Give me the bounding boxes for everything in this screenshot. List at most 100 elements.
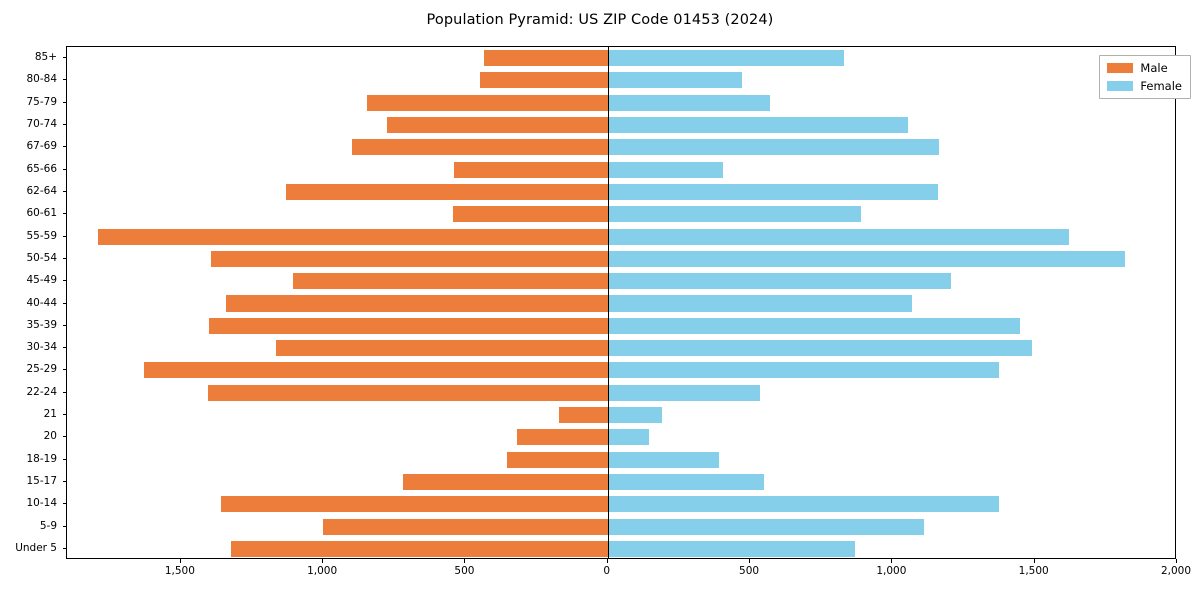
legend-entry-male[interactable]: Male <box>1107 61 1182 75</box>
bar-male-30-34 <box>276 340 608 357</box>
x-tick-mark <box>464 559 466 563</box>
y-tick-mark <box>62 414 66 416</box>
y-tick-label: 18-19 <box>26 452 57 465</box>
y-tick-label: 20 <box>43 430 57 443</box>
x-tick-label: 1,500 <box>1018 565 1049 577</box>
y-tick-label: 67-69 <box>26 140 57 153</box>
y-tick-label: 80-84 <box>26 73 57 86</box>
chart-legend: Male Female <box>1099 55 1191 99</box>
y-tick-label: 22-24 <box>26 385 57 398</box>
y-axis: 85+ 80-84 75-79 70-74 67-69 65-66 62-64 60-61 55… <box>0 46 66 559</box>
bar-row <box>67 406 1175 424</box>
x-tick-mark <box>606 559 608 563</box>
bar-male-45-49 <box>293 273 608 290</box>
bar-row <box>67 362 1175 379</box>
y-tick-mark <box>62 302 66 304</box>
bar-female-60-61 <box>607 206 862 223</box>
bar-row <box>67 295 1175 312</box>
bar-female-62-64 <box>607 183 938 200</box>
x-tick-label: 1,000 <box>876 565 907 577</box>
y-tick-label: 55-59 <box>26 229 57 242</box>
bar-row <box>67 429 1175 446</box>
y-tick-label: 30-34 <box>26 341 57 354</box>
bar-female-70-74 <box>607 117 909 134</box>
bar-row <box>67 384 1175 401</box>
bar-row <box>67 473 1175 490</box>
y-tick-label: 40-44 <box>26 296 57 309</box>
y-tick-mark <box>62 503 66 505</box>
legend-entry-female[interactable]: Female <box>1107 79 1182 93</box>
bar-female-65-66 <box>607 161 724 178</box>
bar-female-15-17 <box>607 473 765 490</box>
bar-male-21 <box>559 406 608 424</box>
bar-female-21 <box>607 406 662 424</box>
y-tick-label: 25-29 <box>26 363 57 376</box>
bar-row <box>67 206 1175 223</box>
zero-axis-line <box>607 47 609 558</box>
bar-row <box>67 451 1175 468</box>
y-tick-label: Under 5 <box>15 541 57 554</box>
bar-row <box>67 72 1175 89</box>
y-tick-label: 75-79 <box>26 95 57 108</box>
x-tick-label: 500 <box>454 565 475 577</box>
bar-female-10-14 <box>607 496 1000 513</box>
x-tick-mark <box>179 559 181 563</box>
bar-male-50-54 <box>210 250 608 267</box>
y-tick-mark <box>62 369 66 371</box>
plot-area <box>66 46 1176 559</box>
y-tick-mark <box>62 79 66 81</box>
legend-label: Female <box>1140 79 1182 93</box>
bars-layer <box>67 47 1175 558</box>
bar-male-20 <box>516 429 608 446</box>
bar-male-18-19 <box>506 451 608 468</box>
bar-male-65-66 <box>454 161 608 178</box>
y-tick-label: 10-14 <box>26 497 57 510</box>
bar-male-62-64 <box>286 183 608 200</box>
y-tick-label: 60-61 <box>26 207 57 220</box>
x-tick-label: 0 <box>603 565 611 577</box>
y-tick-mark <box>62 458 66 460</box>
bar-female-22-24 <box>607 384 761 401</box>
y-tick-mark <box>62 190 66 192</box>
y-tick-label: 35-39 <box>26 318 57 331</box>
y-tick-mark <box>62 347 66 349</box>
y-tick-mark <box>62 124 66 126</box>
bar-female-80-84 <box>607 72 742 89</box>
y-tick-label: 65-66 <box>26 162 57 175</box>
bar-female-35-39 <box>607 317 1021 334</box>
x-tick-mark <box>749 559 751 563</box>
bar-male-60-61 <box>452 206 608 223</box>
bar-male-75-79 <box>367 94 608 111</box>
bar-female-under-5 <box>607 540 856 557</box>
bar-female-5-9 <box>607 518 924 535</box>
bar-row <box>67 273 1175 290</box>
x-tick-mark <box>322 559 324 563</box>
bar-female-67-69 <box>607 139 940 156</box>
bar-row <box>67 228 1175 245</box>
bar-female-20 <box>607 429 650 446</box>
y-tick-mark <box>62 257 66 259</box>
y-tick-mark <box>62 324 66 326</box>
legend-swatch-female <box>1107 81 1134 91</box>
bar-row <box>67 161 1175 178</box>
bar-row <box>67 518 1175 535</box>
bar-row <box>67 50 1175 67</box>
bar-female-45-49 <box>607 273 951 290</box>
bar-male-5-9 <box>323 518 608 535</box>
bar-male-85- <box>483 50 608 67</box>
x-tick-mark <box>891 559 893 563</box>
bar-male-80-84 <box>479 72 608 89</box>
y-tick-label: 45-49 <box>26 274 57 287</box>
y-tick-mark <box>62 101 66 103</box>
bar-female-30-34 <box>607 340 1032 357</box>
bar-row <box>67 117 1175 134</box>
y-tick-label: 15-17 <box>26 474 57 487</box>
x-tick-label: 2,000 <box>1160 565 1192 577</box>
bar-row <box>67 317 1175 334</box>
bar-row <box>67 94 1175 111</box>
bar-female-55-59 <box>607 228 1069 245</box>
legend-swatch-male <box>1107 63 1134 73</box>
bar-male-15-17 <box>402 473 608 490</box>
bar-row <box>67 340 1175 357</box>
